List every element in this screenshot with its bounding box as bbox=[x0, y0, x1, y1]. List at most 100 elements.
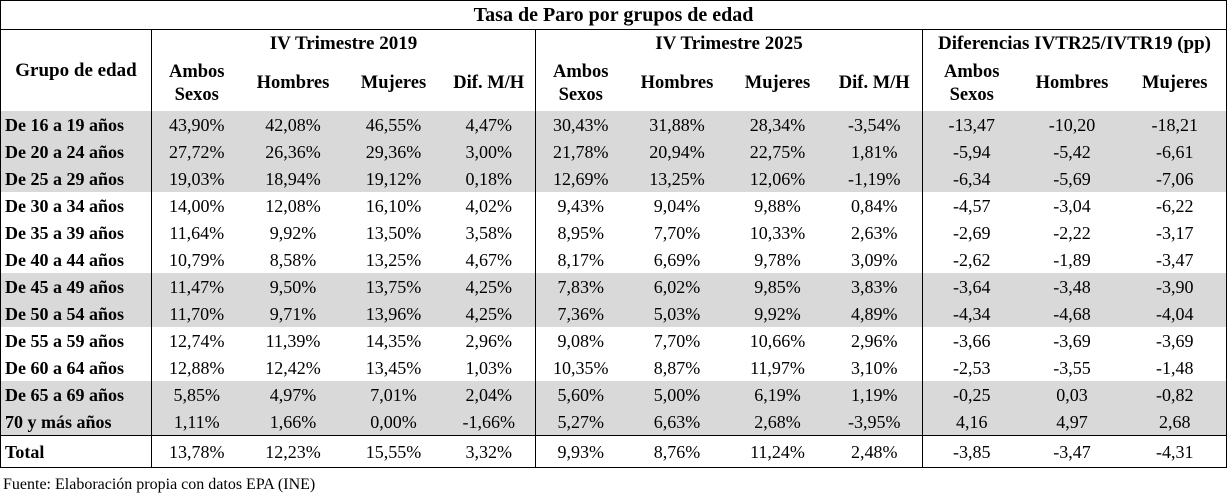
table-cell: -3,55 bbox=[1053, 357, 1091, 378]
table-cell: 3,00% bbox=[442, 138, 536, 165]
table-row: De 55 a 59 años 12,74% 11,39% 14,35% 2,96% 9,… bbox=[0, 327, 1227, 354]
table-cell: -3,48 bbox=[1020, 273, 1124, 300]
table-cell: 2,04% bbox=[442, 381, 536, 408]
table-row: De 65 a 69 años 5,85% 4,97% 7,01% 2,04% 5,60%… bbox=[0, 381, 1227, 408]
group-header: Grupo de edad bbox=[0, 29, 152, 111]
table-cell: 9,08% bbox=[557, 330, 605, 351]
table-cell: -1,19% bbox=[826, 165, 923, 192]
table-cell: 4,25% bbox=[442, 300, 536, 327]
table-cell: -4,04 bbox=[1123, 300, 1227, 327]
table-cell: 46,55% bbox=[344, 111, 443, 138]
table-cell: 11,24% bbox=[728, 435, 827, 468]
table-cell: 2,96% bbox=[442, 327, 536, 354]
diff-period-header: Diferencias IVTR25/IVTR19 (pp) bbox=[922, 29, 1227, 57]
table-cell: -2,62 bbox=[953, 249, 991, 270]
total-label: Total bbox=[0, 435, 152, 468]
table-cell: 11,39% bbox=[265, 330, 321, 351]
age-group-label: De 50 a 54 años bbox=[0, 300, 152, 327]
table-cell: 1,03% bbox=[442, 354, 536, 381]
table-cell: 7,70% bbox=[653, 330, 701, 351]
table-cell: -4,31 bbox=[1123, 435, 1227, 468]
table-cell: -3,54% bbox=[826, 111, 923, 138]
table-cell: 31,88% bbox=[625, 111, 729, 138]
table-cell: 18,94% bbox=[241, 165, 345, 192]
table-title: Tasa de Paro por grupos de edad bbox=[0, 0, 1227, 30]
col-header: Dif. M/H bbox=[442, 57, 536, 111]
table-cell: 42,08% bbox=[241, 111, 345, 138]
table-cell: 29,36% bbox=[344, 138, 443, 165]
age-group-label: De 16 a 19 años bbox=[0, 111, 152, 138]
age-group-label: De 55 a 59 años bbox=[0, 327, 152, 354]
table-cell: 11,47% bbox=[151, 273, 242, 300]
table-cell: 4,67% bbox=[442, 246, 536, 273]
table-cell: 10,79% bbox=[169, 249, 225, 270]
age-group-label: 70 y más años bbox=[0, 408, 152, 436]
table-cell: 8,76% bbox=[625, 435, 729, 468]
table-row: De 60 a 64 años 12,88% 12,42% 13,45% 1,03% 10… bbox=[0, 354, 1227, 381]
table-cell: -6,22 bbox=[1123, 192, 1227, 219]
table-cell: -3,90 bbox=[1123, 273, 1227, 300]
table-cell: -6,61 bbox=[1123, 138, 1227, 165]
table-cell: 10,35% bbox=[553, 357, 609, 378]
table-cell: 11,64% bbox=[169, 222, 225, 243]
table-cell: 12,23% bbox=[241, 435, 345, 468]
table-cell: -3,47 bbox=[1020, 435, 1124, 468]
table-cell: 0,18% bbox=[442, 165, 536, 192]
table-cell: 12,42% bbox=[265, 357, 321, 378]
table-cell: 3,10% bbox=[826, 354, 923, 381]
table-cell: 2,96% bbox=[826, 327, 923, 354]
col-header: Ambos Sexos bbox=[943, 61, 1000, 105]
age-group-label: De 35 a 39 años bbox=[0, 219, 152, 246]
table-cell: 7,01% bbox=[344, 381, 443, 408]
table-cell: 8,95% bbox=[557, 222, 605, 243]
table-cell: -10,20 bbox=[1020, 111, 1124, 138]
table-cell: -18,21 bbox=[1123, 111, 1227, 138]
table-cell: -1,66% bbox=[442, 408, 536, 436]
table-cell: 27,72% bbox=[151, 138, 242, 165]
col-header: Mujeres bbox=[1123, 57, 1227, 111]
table-cell: 13,50% bbox=[365, 222, 422, 243]
table-row: De 35 a 39 años 11,64% 9,92% 13,50% 3,58% 8,9… bbox=[0, 219, 1227, 246]
table-cell: 5,00% bbox=[625, 381, 729, 408]
table-cell: 1,81% bbox=[826, 138, 923, 165]
table-cell: 4,16 bbox=[922, 408, 1021, 436]
table-cell: 4,02% bbox=[442, 192, 536, 219]
table-row: De 45 a 49 años 11,47% 9,50% 13,75% 4,25% 7,8… bbox=[0, 273, 1227, 300]
table-cell: -0,82 bbox=[1123, 381, 1227, 408]
table-cell: 7,70% bbox=[653, 222, 701, 243]
table-cell: -3,95% bbox=[826, 408, 923, 436]
table-row: De 40 a 44 años 10,79% 8,58% 13,25% 4,67% 8,1… bbox=[0, 246, 1227, 273]
table-cell: 43,90% bbox=[151, 111, 242, 138]
age-group-label: De 30 a 34 años bbox=[0, 192, 152, 219]
age-group-label: De 60 a 64 años bbox=[0, 354, 152, 381]
table-cell: 1,66% bbox=[241, 408, 345, 436]
age-group-label: De 65 a 69 años bbox=[0, 381, 152, 408]
table-cell: 2,68% bbox=[728, 408, 827, 436]
table-cell: -6,34 bbox=[922, 165, 1021, 192]
table-cell: 7,36% bbox=[535, 300, 626, 327]
table-cell: 6,63% bbox=[625, 408, 729, 436]
table-cell: 9,93% bbox=[535, 435, 626, 468]
table-cell: 22,75% bbox=[728, 138, 827, 165]
table-cell: 11,70% bbox=[151, 300, 242, 327]
table-cell: 15,55% bbox=[344, 435, 443, 468]
table-cell: -4,57 bbox=[953, 195, 991, 216]
table-cell: -1,89 bbox=[1053, 249, 1091, 270]
table-cell: -2,69 bbox=[953, 222, 991, 243]
table-cell: 2,48% bbox=[826, 435, 923, 468]
table-cell: 8,87% bbox=[653, 357, 701, 378]
age-group-label: De 40 a 44 años bbox=[0, 246, 152, 273]
table-row: De 25 a 29 años 19,03% 18,94% 19,12% 0,18% 12… bbox=[0, 165, 1227, 192]
table-cell: 7,83% bbox=[535, 273, 626, 300]
table-cell: 13,25% bbox=[625, 165, 729, 192]
table-cell: 13,45% bbox=[365, 357, 422, 378]
table-cell: 3,32% bbox=[442, 435, 536, 468]
table-cell: -2,22 bbox=[1053, 222, 1091, 243]
table-cell: -3,85 bbox=[922, 435, 1021, 468]
table-cell: 26,36% bbox=[241, 138, 345, 165]
table-cell: 16,10% bbox=[365, 195, 422, 216]
table-cell: 12,06% bbox=[728, 165, 827, 192]
table-cell: 19,12% bbox=[344, 165, 443, 192]
table-cell: 12,88% bbox=[169, 357, 225, 378]
unemployment-table: Tasa de Paro por grupos de edad Grupo de… bbox=[0, 0, 1227, 468]
